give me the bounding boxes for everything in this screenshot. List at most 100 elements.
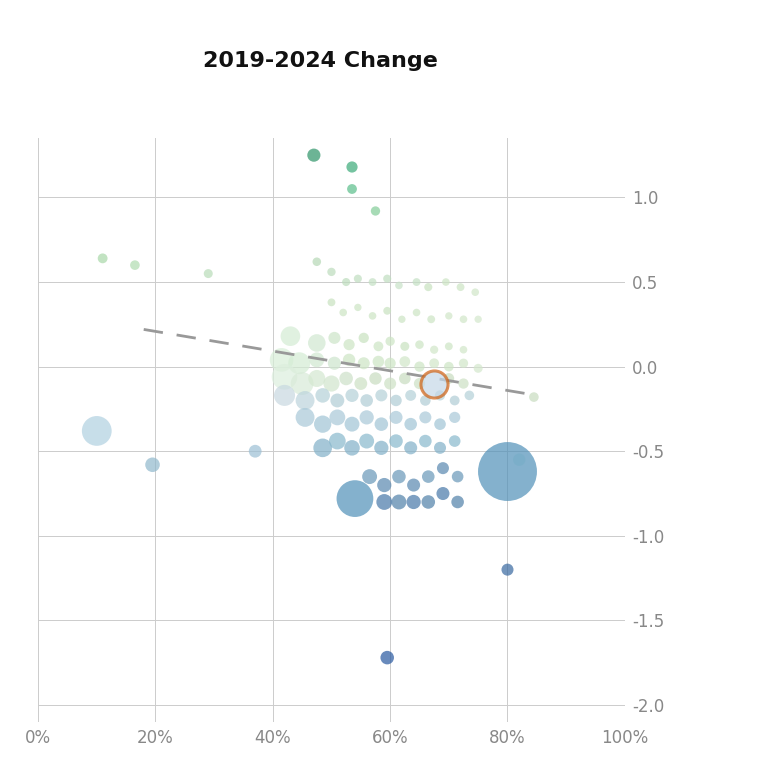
Point xyxy=(443,310,455,322)
Point xyxy=(408,479,420,492)
Point xyxy=(367,276,379,288)
Point xyxy=(381,305,393,317)
Point xyxy=(311,372,323,385)
Point xyxy=(249,445,261,458)
Point xyxy=(399,356,411,368)
Point xyxy=(443,372,455,385)
Point xyxy=(346,161,358,173)
Point xyxy=(331,411,344,423)
Point xyxy=(449,435,461,447)
Point xyxy=(405,389,417,402)
Point xyxy=(405,418,417,430)
Point xyxy=(422,496,434,508)
Point xyxy=(437,462,449,475)
Point xyxy=(454,281,466,293)
Point xyxy=(393,496,405,508)
Point xyxy=(340,276,352,288)
Point xyxy=(413,339,425,351)
Point xyxy=(469,286,482,298)
Point xyxy=(384,335,396,347)
Point xyxy=(360,435,373,447)
Point xyxy=(337,306,349,319)
Point xyxy=(352,301,364,313)
Point xyxy=(202,267,214,280)
Point xyxy=(328,357,341,369)
Point xyxy=(146,458,158,471)
Text: 2019-2024 Change: 2019-2024 Change xyxy=(203,51,437,71)
Point xyxy=(457,313,469,326)
Point xyxy=(411,306,423,319)
Point xyxy=(419,411,431,423)
Point xyxy=(393,280,405,292)
Point xyxy=(411,276,423,288)
Point xyxy=(91,425,103,437)
Point xyxy=(422,471,434,483)
Point xyxy=(316,442,328,454)
Point xyxy=(325,377,338,389)
Point xyxy=(278,389,290,402)
Point xyxy=(328,332,341,344)
Point xyxy=(129,259,141,271)
Point xyxy=(355,377,367,389)
Point xyxy=(452,496,464,508)
Point xyxy=(325,296,338,309)
Point xyxy=(381,273,393,285)
Point xyxy=(463,389,475,402)
Point xyxy=(373,340,385,353)
Point xyxy=(378,496,390,508)
Point xyxy=(299,411,311,423)
Point xyxy=(276,354,288,366)
Point xyxy=(501,564,514,576)
Point xyxy=(357,357,370,369)
Point xyxy=(395,313,408,326)
Point xyxy=(384,377,396,389)
Point xyxy=(434,418,446,430)
Point xyxy=(399,372,411,385)
Point xyxy=(443,360,455,372)
Point xyxy=(375,442,387,454)
Point xyxy=(97,252,109,264)
Point xyxy=(422,281,434,293)
Point xyxy=(346,389,358,402)
Point xyxy=(449,411,461,423)
Point xyxy=(472,362,485,375)
Point xyxy=(360,394,373,406)
Point xyxy=(331,435,344,447)
Point xyxy=(413,360,425,372)
Point xyxy=(357,332,370,344)
Point xyxy=(325,266,338,278)
Point xyxy=(360,411,373,423)
Point xyxy=(370,372,382,385)
Point xyxy=(449,394,461,406)
Point xyxy=(316,389,328,402)
Point xyxy=(363,471,376,483)
Point xyxy=(308,149,320,161)
Point xyxy=(501,465,514,478)
Point xyxy=(343,354,355,366)
Point xyxy=(457,377,469,389)
Point xyxy=(393,471,405,483)
Point xyxy=(399,340,411,353)
Point xyxy=(340,372,352,385)
Point xyxy=(375,418,387,430)
Point xyxy=(331,394,344,406)
Point xyxy=(419,394,431,406)
Point xyxy=(425,313,437,326)
Point xyxy=(346,418,358,430)
Point xyxy=(367,310,379,322)
Point xyxy=(437,488,449,500)
Point xyxy=(378,479,390,492)
Point xyxy=(457,343,469,356)
Point xyxy=(370,205,382,217)
Point xyxy=(384,357,396,369)
Point xyxy=(346,442,358,454)
Point xyxy=(440,276,452,288)
Point xyxy=(434,442,446,454)
Point xyxy=(434,389,446,402)
Point xyxy=(528,391,540,403)
Point xyxy=(457,357,469,369)
Point xyxy=(293,357,306,369)
Point xyxy=(443,340,455,353)
Point xyxy=(419,435,431,447)
Point xyxy=(346,183,358,195)
